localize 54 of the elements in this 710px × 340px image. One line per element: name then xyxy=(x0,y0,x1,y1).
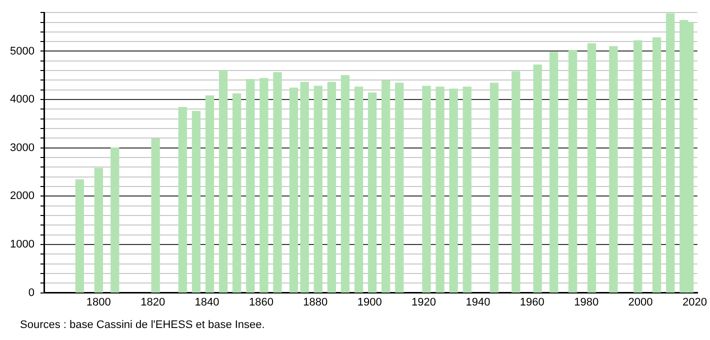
bar xyxy=(75,179,84,293)
bar xyxy=(289,88,298,293)
bar xyxy=(609,46,618,293)
source-note: Sources : base Cassini de l'EHESS et base Insee. xyxy=(20,319,265,331)
bar xyxy=(151,138,160,293)
bar xyxy=(110,148,120,293)
bar xyxy=(192,110,201,293)
bar xyxy=(368,92,377,293)
bar xyxy=(633,40,642,293)
x-tick-label: 2000 xyxy=(628,296,653,308)
bar xyxy=(300,82,309,293)
bar xyxy=(246,78,255,293)
x-tick-label: 1920 xyxy=(412,296,436,308)
x-tick-label: 1900 xyxy=(357,296,382,308)
bar xyxy=(666,13,675,293)
bar xyxy=(260,78,268,293)
x-tick-label: 1880 xyxy=(303,296,328,308)
x-tick-label: 1840 xyxy=(194,296,220,308)
y-tick-label: 5000 xyxy=(10,45,34,58)
bar xyxy=(94,168,103,293)
x-tick-label: 2020 xyxy=(682,296,707,308)
bar xyxy=(314,86,322,293)
bar xyxy=(652,37,662,293)
x-tick-label: 1960 xyxy=(520,296,544,308)
bar xyxy=(327,82,336,293)
y-tick-label: 1000 xyxy=(10,238,34,251)
bar xyxy=(340,75,350,293)
x-tick-label: 1800 xyxy=(86,296,111,308)
x-tick-label: 1980 xyxy=(574,296,599,308)
x-tick-label: 1940 xyxy=(466,296,490,308)
bar xyxy=(218,70,228,293)
bar xyxy=(422,86,431,293)
bar xyxy=(550,52,558,293)
bar xyxy=(436,86,444,293)
bar xyxy=(273,72,282,293)
bar xyxy=(490,82,499,293)
bar xyxy=(205,95,214,293)
bar xyxy=(568,50,578,293)
bar xyxy=(382,80,390,293)
bar xyxy=(354,86,364,293)
y-tick-label: 2000 xyxy=(10,190,34,202)
bar xyxy=(462,86,472,293)
bar xyxy=(449,88,458,293)
x-tick-label: 1820 xyxy=(140,296,166,308)
x-tick-label: 1860 xyxy=(248,296,274,308)
bar xyxy=(395,82,404,293)
y-tick-label: 0 xyxy=(28,286,34,299)
bar xyxy=(232,93,242,293)
y-tick-label: 4000 xyxy=(10,94,34,106)
y-tick-label: 3000 xyxy=(10,142,34,154)
bar xyxy=(533,64,542,293)
bar xyxy=(587,43,596,293)
bar xyxy=(178,106,187,293)
bar xyxy=(512,71,520,293)
